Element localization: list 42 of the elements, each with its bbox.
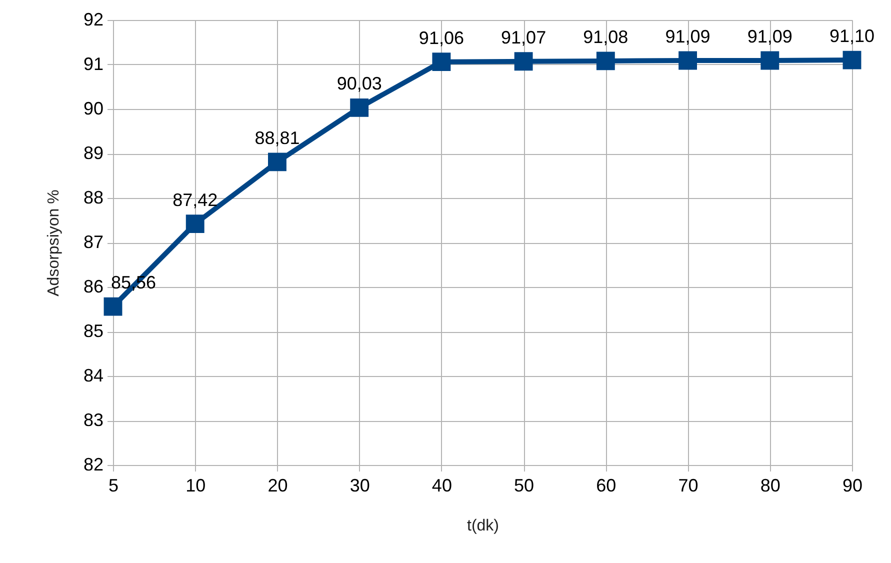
y-tick-label: 82	[83, 454, 104, 474]
x-tick-label: 40	[432, 476, 452, 496]
data-label: 91,07	[501, 27, 546, 48]
x-tick-label: 70	[678, 476, 698, 496]
y-tick-label: 90	[83, 98, 104, 118]
x-axis-title: t(dk)	[467, 518, 499, 534]
y-axis-title: Adsorpsiyon %	[45, 190, 62, 296]
x-tick-label: 50	[514, 476, 534, 496]
point	[268, 152, 286, 172]
y-tick-label: 86	[83, 276, 104, 296]
y-tick-label: 85	[83, 321, 104, 341]
y-tick-label: 88	[83, 188, 104, 208]
point	[514, 52, 533, 71]
data-label: 88,81	[254, 128, 300, 148]
y-tick-label: 84	[83, 366, 104, 386]
x-tick-label: 20	[268, 476, 288, 496]
y-tick-label: 89	[83, 143, 104, 163]
data-label: 91,09	[747, 26, 792, 46]
point	[186, 214, 204, 234]
point	[596, 52, 615, 70]
y-tick-label: 92	[83, 10, 104, 30]
point	[104, 297, 122, 316]
point	[842, 50, 862, 70]
point	[760, 51, 780, 70]
data-label: 87,42	[172, 190, 218, 210]
x-tick-label: 10	[186, 476, 206, 496]
data-label: 91,08	[583, 26, 628, 47]
y-tick-label: 83	[83, 410, 104, 430]
x-tick-label: 5	[108, 476, 119, 496]
x-tick-label: 80	[760, 476, 780, 496]
point	[350, 98, 369, 117]
data-label: 91,09	[665, 26, 710, 46]
y-tick-label: 87	[83, 232, 104, 252]
x-tick-label: 60	[596, 476, 616, 496]
y-tick-label: 91	[83, 54, 104, 74]
data-label: 91,10	[829, 26, 875, 46]
x-tick-label: 30	[350, 476, 370, 496]
data-label: 91,06	[418, 28, 464, 48]
point	[432, 52, 451, 72]
point	[678, 51, 697, 70]
data-label: 90,03	[336, 74, 382, 94]
x-tick-label: 90	[842, 476, 863, 496]
